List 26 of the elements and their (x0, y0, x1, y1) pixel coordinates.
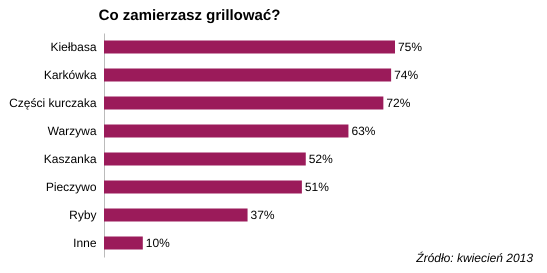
data-label: 52% (308, 152, 334, 166)
bar (104, 152, 306, 166)
bar (104, 96, 384, 110)
bar (104, 40, 395, 54)
y-tick-label: Części kurczaka (9, 96, 97, 110)
y-tick-label: Pieczywo (46, 180, 97, 194)
data-label: 75% (398, 40, 422, 54)
y-tick-label: Warzywa (48, 124, 97, 138)
data-label: 63% (351, 124, 376, 138)
bar (104, 208, 248, 222)
data-label: 10% (146, 236, 170, 250)
bar (104, 180, 302, 194)
y-tick-label: Ryby (69, 208, 96, 222)
y-tick-label: Karkówka (44, 68, 97, 82)
data-label: 74% (394, 68, 418, 82)
bar (104, 68, 392, 82)
bar (104, 124, 348, 138)
text: Źródło: kwiecień 2013 (416, 251, 533, 265)
y-tick-label: Kaszanka (44, 152, 97, 166)
y-tick-label: Kiełbasa (50, 40, 97, 54)
data-label: 51% (304, 180, 330, 194)
data-label: 72% (386, 96, 411, 110)
data-label: 37% (250, 208, 275, 222)
chart-title: Co zamierzasz grillować? (98, 7, 280, 24)
y-tick-label: Inne (73, 236, 97, 250)
bar (104, 236, 143, 250)
